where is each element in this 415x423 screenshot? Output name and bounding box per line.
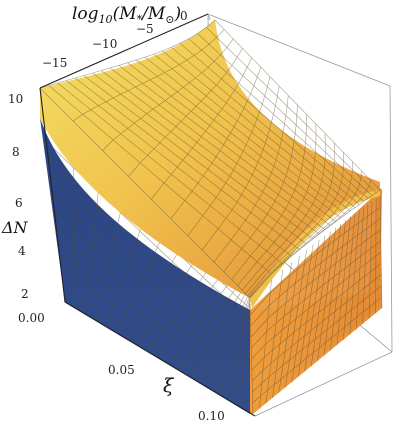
x-tick-label: 0.05 xyxy=(108,363,135,377)
x-axis-label: ξ xyxy=(163,375,175,397)
surface-grid xyxy=(39,19,383,415)
x-tick-label: 0.10 xyxy=(198,409,225,423)
y-axis-ticks: −15 −10 −5 0 xyxy=(42,9,188,70)
z-tick-label: 6 xyxy=(15,196,23,210)
z-axis-ticks: 10 8 6 4 2 xyxy=(8,92,29,301)
top-surface xyxy=(40,20,380,298)
z-tick-label: 8 xyxy=(12,145,20,159)
z-axis-label: ΔN xyxy=(1,218,29,237)
y-axis-label: log10(M*/M⊙) xyxy=(72,4,181,26)
front-face-lower xyxy=(250,190,382,414)
z-tick-label: 2 xyxy=(21,287,29,301)
z-tick-label: 4 xyxy=(18,244,26,258)
y-tick-label: −5 xyxy=(136,22,154,36)
x-axis-ticks: 0.00 0.05 0.10 xyxy=(18,311,225,423)
y-tick-label: −10 xyxy=(92,37,117,51)
side-face xyxy=(40,118,250,414)
y-tick-label: −15 xyxy=(42,56,67,70)
y-tick-label: 0 xyxy=(180,9,188,23)
z-tick-label: 10 xyxy=(8,92,23,106)
bounding-box-front xyxy=(39,13,256,417)
x-tick-label: 0.00 xyxy=(18,311,45,325)
